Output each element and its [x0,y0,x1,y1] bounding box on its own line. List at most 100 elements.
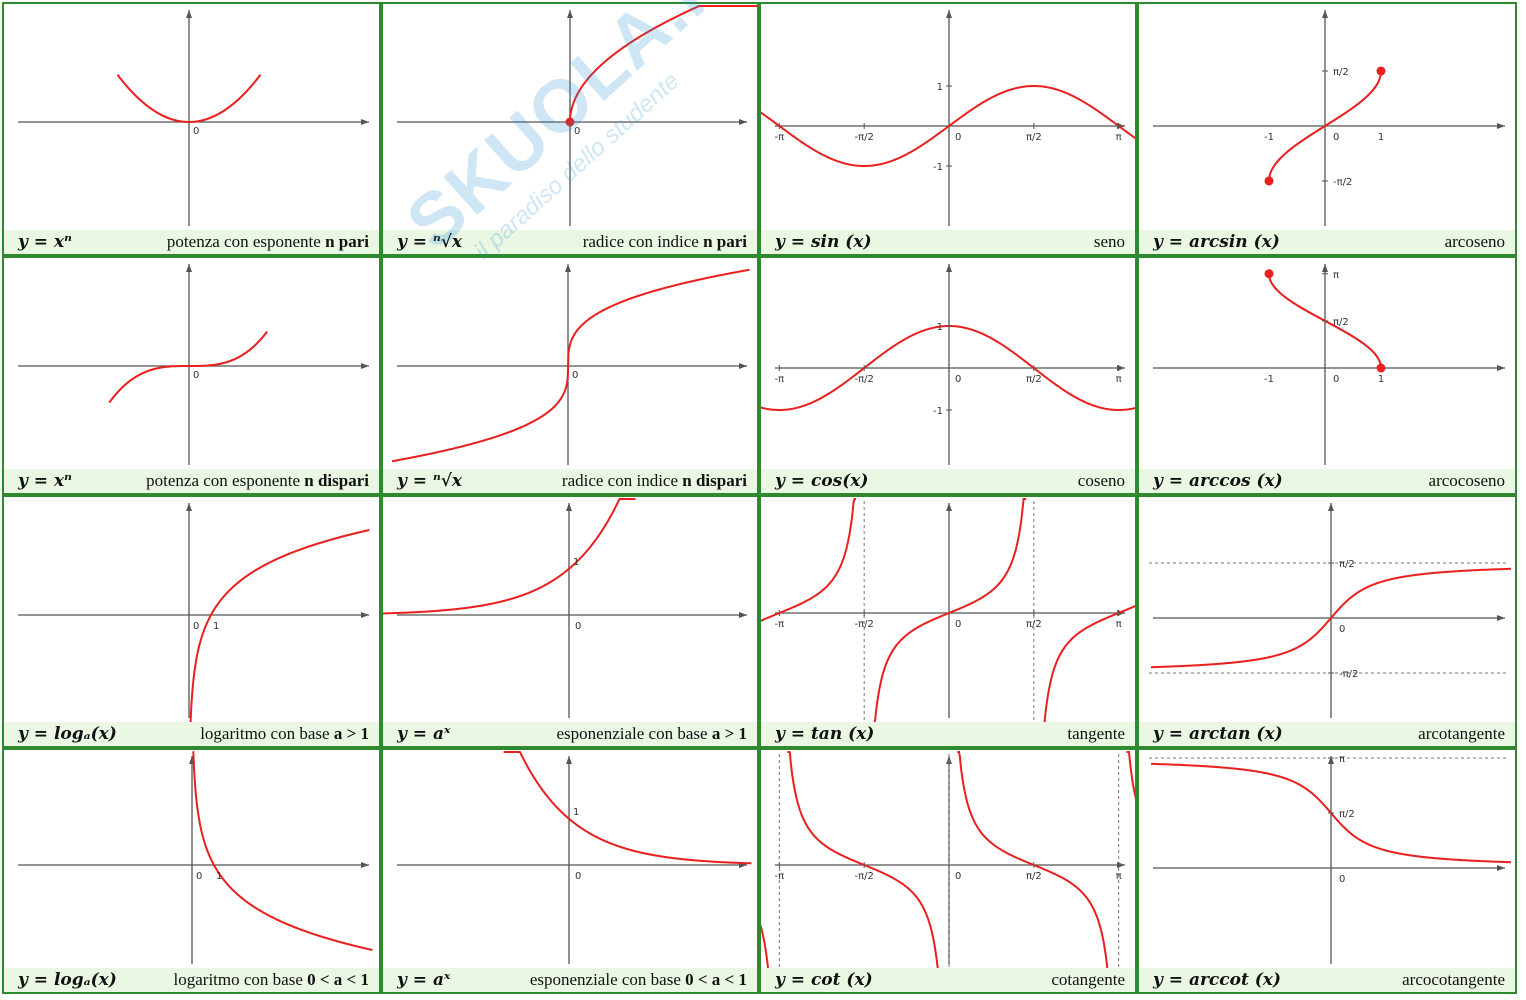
graph-caption: y = cot (x) cotangente [761,968,1135,992]
description-text: arcoseno [1444,232,1505,251]
axis-label: 0 [193,621,199,632]
graph-caption: y = ⁿ√x radice con indice n pari [383,230,757,254]
function-formula: y = xⁿ [18,471,72,491]
description-condition: n pari [703,232,747,251]
axis-label: 1 [213,621,219,632]
graph-caption: y = aˣ esponenziale con base 0 < a < 1 [383,968,757,992]
function-description: potenza con esponente n pari [167,232,369,252]
axis-label: π/2 [1339,809,1355,820]
x-axis-arrow [739,612,747,618]
function-curve [108,331,268,404]
graph-caption: y = xⁿ potenza con esponente n dispari [4,469,379,493]
axis-label: 1 [1378,132,1384,143]
axis-label: 0 [955,374,961,385]
axis-label: 0 [1333,132,1339,143]
graph-cell-arccotangent: π π/2 0 y = arccot (x) arcocotangente [1137,748,1517,994]
graph-caption: y = arccos (x) arcocoseno [1139,469,1515,493]
graph-caption: y = arccot (x) arcocotangente [1139,968,1515,992]
description-text: seno [1093,232,1125,251]
function-curve [1041,605,1135,725]
function-description: seno [1094,232,1125,252]
axis-label: -1 [1264,132,1274,143]
axis-label: 0 [575,871,581,882]
description-text: esponenziale con base [556,724,712,743]
axis-label: 1 [937,322,943,333]
description-text: logaritmo con base [200,724,334,743]
description-text: potenza con esponente [146,471,305,490]
axis-label: 0 [193,370,199,381]
graph-plot: 1-10-2π-3π/2-π-π/2π/2π3π/22π [761,264,1135,465]
graph-plot: π/2 -π/2 -1 0 1 [1153,10,1505,226]
axis-label: π [1116,374,1122,385]
description-text: radice con indice [582,232,704,251]
function-description: esponenziale con base 0 < a < 1 [530,970,747,990]
function-formula: y = arccot (x) [1153,970,1281,990]
function-curve [761,923,771,971]
function-curve [392,268,750,463]
function-description: logaritmo con base a > 1 [200,724,369,744]
x-axis-arrow [361,612,369,618]
graph-plot: 10 [397,751,752,964]
function-description: arcocotangente [1402,970,1505,990]
graph-cell-power-odd: 0 y = xⁿ potenza con esponente n dispari [2,256,381,495]
graph-plot: 0 [18,264,369,465]
description-condition: a > 1 [333,724,369,743]
x-axis-arrow [361,363,369,369]
description-condition: 0 < a < 1 [685,970,747,989]
y-axis-arrow [1322,264,1328,272]
axis-label: π [1339,754,1345,765]
graph-cell-root-odd: 0 y = ⁿ√x radice con indice n dispari [381,256,759,495]
function-curve [787,751,941,971]
function-description: tangente [1067,724,1125,744]
graph-plot: 0 [18,10,369,226]
axis-label: -π/2 [1339,669,1358,680]
y-axis-arrow [946,503,952,511]
y-axis-arrow [1328,503,1334,511]
axis-label: 0 [196,871,202,882]
endpoint-dot [1376,66,1386,76]
axis-label: 1 [573,557,579,568]
graph-cell-power-even: 0 y = xⁿ potenza con esponente n pari [2,2,381,256]
x-axis-arrow [361,862,369,868]
description-condition: n dispari [304,471,369,490]
graph-caption: y = logₐ(x) logaritmo con base 0 < a < 1 [4,968,379,992]
axis-label: 0 [955,619,961,630]
graph-plot: π π/2 -1 0 1 [1153,264,1505,465]
function-description: arcoseno [1445,232,1505,252]
y-axis-arrow [566,503,572,511]
function-curve [192,751,373,951]
function-curve [957,751,1110,971]
function-formula: y = sin (x) [775,232,872,252]
function-curve [569,5,757,123]
graph-cell-cotangent: 0-2π-3π/2-π-π/2π/2π3π/22πy = cot (x)cota… [759,748,1137,994]
function-curve [761,498,857,622]
function-description: radice con indice n dispari [562,471,747,491]
function-formula: y = cos(x) [775,471,869,491]
axis-label: 1 [1378,374,1384,385]
graph-caption: y = arcsin (x) arcoseno [1139,230,1515,254]
axis-label: π [1116,871,1122,882]
axis-label: -π [775,871,785,882]
description-text: arcocoseno [1428,471,1505,490]
y-axis-arrow [946,264,952,272]
function-curve [1151,567,1511,669]
description-text: radice con indice [561,471,683,490]
axis-label: π [1333,270,1339,281]
graph-caption: y = xⁿ potenza con esponente n pari [4,230,379,254]
description-text: esponenziale con base [529,970,686,989]
axis-label: -1 [933,162,943,173]
function-curve [872,498,1027,725]
x-axis-arrow [739,119,747,125]
axis-label: -1 [933,406,943,417]
endpoint-dot [565,117,575,127]
function-formula: y = cot (x) [775,970,873,990]
graph-plot: π/2 -π/2 0 [1149,503,1511,718]
axis-label: 0 [1339,874,1345,885]
axis-label: 0 [955,871,961,882]
x-axis-arrow [1497,123,1505,129]
